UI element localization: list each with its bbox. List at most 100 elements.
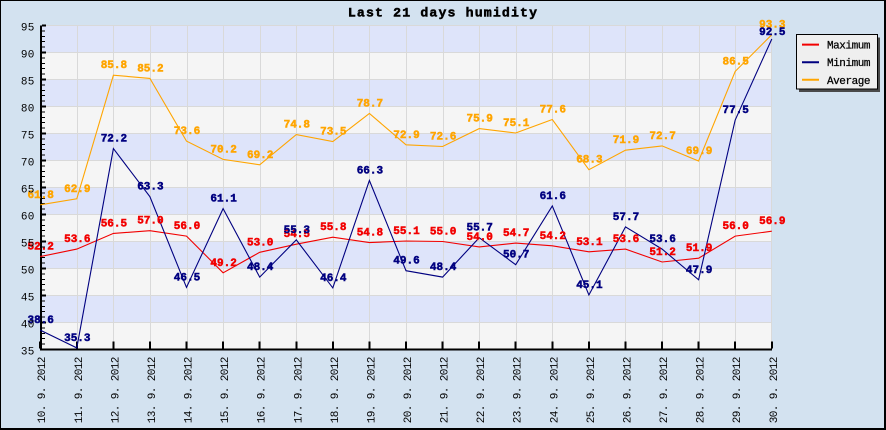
svg-text:56.0: 56.0	[174, 221, 200, 233]
svg-text:27. 9. 2012: 27. 9. 2012	[659, 357, 671, 423]
svg-text:66.3: 66.3	[357, 166, 384, 178]
svg-text:48.4: 48.4	[247, 262, 274, 274]
svg-text:55.1: 55.1	[393, 226, 420, 238]
svg-text:70: 70	[21, 158, 35, 170]
svg-text:29. 9. 2012: 29. 9. 2012	[732, 357, 744, 423]
svg-text:22. 9. 2012: 22. 9. 2012	[476, 357, 488, 423]
svg-text:23. 9. 2012: 23. 9. 2012	[513, 357, 525, 423]
svg-text:11. 9. 2012: 11. 9. 2012	[74, 357, 86, 423]
svg-text:86.5: 86.5	[722, 56, 749, 68]
svg-text:53.6: 53.6	[649, 234, 675, 246]
svg-text:53.1: 53.1	[576, 237, 603, 249]
svg-text:12. 9. 2012: 12. 9. 2012	[110, 357, 122, 423]
svg-text:72.2: 72.2	[101, 134, 127, 146]
svg-text:15. 9. 2012: 15. 9. 2012	[220, 357, 232, 423]
svg-text:16. 9. 2012: 16. 9. 2012	[257, 357, 269, 423]
svg-text:53.6: 53.6	[64, 234, 90, 246]
svg-text:24. 9. 2012: 24. 9. 2012	[549, 357, 561, 423]
svg-text:54.7: 54.7	[503, 228, 529, 240]
svg-text:54.8: 54.8	[357, 228, 384, 240]
svg-text:50: 50	[21, 266, 35, 278]
svg-text:49.2: 49.2	[210, 258, 236, 270]
svg-text:46.4: 46.4	[320, 273, 347, 285]
svg-text:38.6: 38.6	[27, 315, 53, 327]
svg-text:53.0: 53.0	[247, 237, 273, 249]
svg-text:54.0: 54.0	[466, 232, 492, 244]
svg-text:75.1: 75.1	[503, 118, 530, 130]
svg-text:51.2: 51.2	[649, 247, 675, 259]
svg-text:13. 9. 2012: 13. 9. 2012	[147, 357, 159, 423]
svg-text:72.7: 72.7	[649, 131, 675, 143]
svg-text:54.2: 54.2	[540, 231, 566, 243]
svg-text:74.8: 74.8	[284, 120, 311, 132]
svg-text:56.0: 56.0	[722, 221, 748, 233]
svg-text:61.1: 61.1	[210, 194, 237, 206]
svg-text:45: 45	[21, 293, 35, 305]
svg-text:55: 55	[21, 239, 35, 251]
svg-text:95: 95	[21, 23, 35, 35]
svg-text:26. 9. 2012: 26. 9. 2012	[623, 357, 635, 423]
svg-text:Average: Average	[827, 76, 870, 88]
svg-text:54.5: 54.5	[284, 229, 311, 241]
svg-text:75: 75	[21, 131, 35, 143]
svg-text:21. 9. 2012: 21. 9. 2012	[440, 357, 452, 423]
svg-text:75.9: 75.9	[466, 114, 492, 126]
svg-text:72.6: 72.6	[430, 132, 456, 144]
svg-text:40: 40	[21, 320, 35, 332]
svg-text:73.5: 73.5	[320, 127, 347, 139]
svg-text:69.9: 69.9	[686, 146, 712, 158]
svg-text:35: 35	[21, 347, 35, 359]
svg-text:Maximum: Maximum	[827, 41, 871, 53]
svg-text:92.5: 92.5	[759, 27, 786, 39]
svg-text:93.3: 93.3	[759, 20, 786, 32]
svg-text:25. 9. 2012: 25. 9. 2012	[586, 357, 598, 423]
svg-text:85.8: 85.8	[101, 60, 128, 72]
svg-text:90: 90	[21, 50, 35, 62]
svg-text:14. 9. 2012: 14. 9. 2012	[184, 357, 196, 423]
svg-text:70.2: 70.2	[210, 144, 236, 156]
svg-text:55.8: 55.8	[320, 222, 347, 234]
svg-text:30. 9. 2012: 30. 9. 2012	[769, 357, 781, 423]
svg-text:85.2: 85.2	[137, 63, 163, 75]
svg-text:50.7: 50.7	[503, 250, 529, 262]
svg-text:49.6: 49.6	[393, 256, 419, 268]
svg-text:10. 9. 2012: 10. 9. 2012	[37, 357, 49, 423]
svg-text:77.5: 77.5	[722, 105, 749, 117]
svg-text:19. 9. 2012: 19. 9. 2012	[366, 357, 378, 423]
svg-text:51.9: 51.9	[686, 243, 712, 255]
svg-text:73.6: 73.6	[174, 126, 200, 138]
svg-text:55.7: 55.7	[466, 223, 492, 235]
svg-text:57.7: 57.7	[613, 212, 639, 224]
svg-text:56.5: 56.5	[101, 218, 128, 230]
svg-text:20. 9. 2012: 20. 9. 2012	[403, 357, 415, 423]
svg-text:55.3: 55.3	[284, 225, 311, 237]
svg-text:78.7: 78.7	[357, 99, 383, 111]
svg-text:46.5: 46.5	[174, 272, 201, 284]
svg-text:61.6: 61.6	[540, 191, 566, 203]
svg-text:47.9: 47.9	[686, 265, 712, 277]
svg-text:Last 21 days humidity: Last 21 days humidity	[348, 5, 538, 20]
svg-text:57.0: 57.0	[137, 216, 163, 228]
svg-text:62.9: 62.9	[64, 184, 90, 196]
svg-text:60: 60	[21, 212, 35, 224]
svg-text:80: 80	[21, 104, 35, 116]
svg-text:77.6: 77.6	[540, 105, 566, 117]
svg-text:63.3: 63.3	[137, 182, 164, 194]
svg-text:85: 85	[21, 77, 35, 89]
svg-text:18. 9. 2012: 18. 9. 2012	[330, 357, 342, 423]
svg-text:17. 9. 2012: 17. 9. 2012	[293, 357, 305, 423]
svg-text:28. 9. 2012: 28. 9. 2012	[696, 357, 708, 423]
svg-text:52.2: 52.2	[27, 242, 53, 254]
svg-text:55.0: 55.0	[430, 227, 456, 239]
svg-text:35.3: 35.3	[64, 333, 91, 345]
svg-text:65: 65	[21, 185, 35, 197]
svg-text:53.6: 53.6	[613, 234, 639, 246]
svg-text:56.9: 56.9	[759, 216, 785, 228]
svg-text:48.4: 48.4	[430, 262, 457, 274]
svg-text:61.8: 61.8	[27, 190, 54, 202]
svg-text:69.2: 69.2	[247, 150, 273, 162]
svg-text:Minimum: Minimum	[827, 58, 871, 70]
svg-text:68.3: 68.3	[576, 155, 603, 167]
svg-text:71.9: 71.9	[613, 135, 639, 147]
svg-text:45.1: 45.1	[576, 280, 603, 292]
